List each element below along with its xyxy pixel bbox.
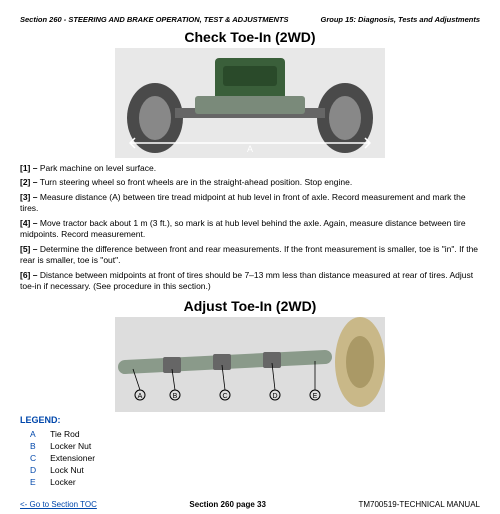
title-adjust: Adjust Toe-In (2WD) bbox=[20, 298, 480, 314]
title-check: Check Toe-In (2WD) bbox=[20, 29, 480, 45]
figure-tierod: A B C D E bbox=[115, 317, 385, 412]
svg-text:A: A bbox=[138, 393, 143, 400]
steps-list: [1] – Park machine on level surface. [2]… bbox=[20, 163, 480, 293]
section-label: Section 260 - STEERING AND BRAKE OPERATI… bbox=[20, 15, 289, 24]
page-number: Section 260 page 33 bbox=[189, 500, 265, 509]
svg-text:B: B bbox=[173, 393, 178, 400]
svg-text:D: D bbox=[272, 393, 277, 400]
manual-id: TM700519-TECHNICAL MANUAL bbox=[358, 500, 480, 509]
svg-text:A: A bbox=[247, 144, 253, 154]
legend: LEGEND: ATie Rod BLocker Nut CExtensione… bbox=[20, 415, 480, 489]
group-label: Group 15: Diagnosis, Tests and Adjustmen… bbox=[321, 15, 480, 24]
svg-text:E: E bbox=[313, 393, 318, 400]
toc-link[interactable]: <- Go to Section TOC bbox=[20, 500, 97, 509]
svg-text:C: C bbox=[222, 393, 227, 400]
figure-tractor-front: A bbox=[115, 48, 385, 158]
